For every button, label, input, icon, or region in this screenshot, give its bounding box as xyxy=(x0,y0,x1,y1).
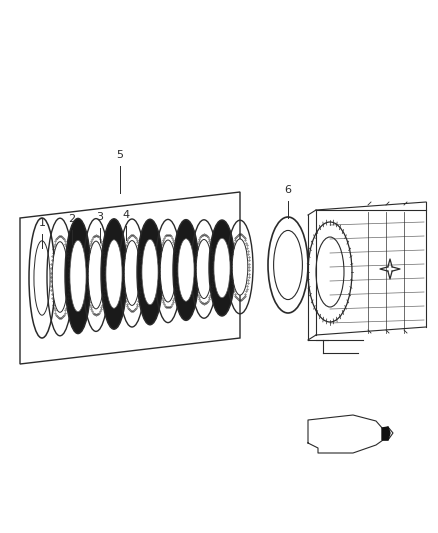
Ellipse shape xyxy=(173,220,199,320)
Text: 2: 2 xyxy=(68,214,76,224)
Ellipse shape xyxy=(209,220,235,316)
Polygon shape xyxy=(382,427,390,440)
Ellipse shape xyxy=(137,219,163,325)
Ellipse shape xyxy=(142,239,158,305)
Ellipse shape xyxy=(88,241,104,309)
Ellipse shape xyxy=(52,242,68,312)
Ellipse shape xyxy=(106,240,122,308)
Text: 1: 1 xyxy=(39,218,46,228)
Text: 5: 5 xyxy=(117,150,124,160)
Ellipse shape xyxy=(232,239,248,295)
Text: 3: 3 xyxy=(96,212,103,222)
Ellipse shape xyxy=(196,239,212,298)
Text: 4: 4 xyxy=(123,210,130,220)
Ellipse shape xyxy=(34,241,50,315)
Ellipse shape xyxy=(70,240,86,312)
Ellipse shape xyxy=(214,238,230,298)
Ellipse shape xyxy=(124,240,140,305)
Text: 6: 6 xyxy=(285,185,292,195)
Ellipse shape xyxy=(65,219,91,334)
Ellipse shape xyxy=(101,219,127,329)
Ellipse shape xyxy=(274,230,302,300)
Ellipse shape xyxy=(178,239,194,301)
Ellipse shape xyxy=(160,240,176,302)
